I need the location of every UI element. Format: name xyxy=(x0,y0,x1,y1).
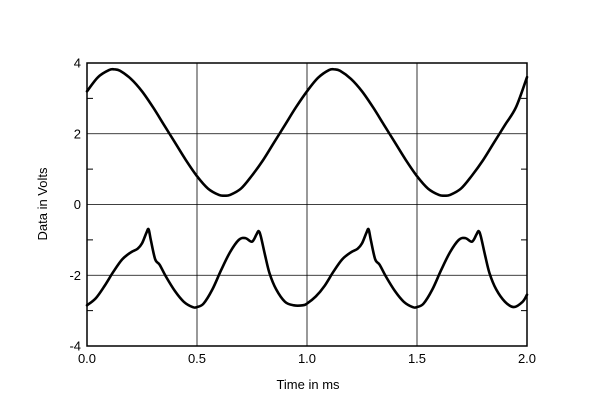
x-tick-label: 0.0 xyxy=(78,351,96,366)
y-axis-label: Data in Volts xyxy=(35,167,50,240)
grid-lines xyxy=(87,63,527,346)
series-line-2 xyxy=(85,227,529,309)
y-tick-label: 4 xyxy=(74,56,81,71)
x-tick-label: 2.0 xyxy=(518,351,536,366)
series-line-1 xyxy=(85,67,529,198)
y-tick-label: 2 xyxy=(74,126,81,141)
y-tick-label: -4 xyxy=(69,339,81,354)
x-tick-label: 1.0 xyxy=(298,351,316,366)
plot-frame xyxy=(86,62,528,347)
x-axis-label: Time in ms xyxy=(276,377,340,392)
x-tick-label: 0.5 xyxy=(188,351,206,366)
axis-ticks xyxy=(87,97,527,312)
y-tick-label: -2 xyxy=(69,268,81,283)
y-tick-label: 0 xyxy=(74,197,81,212)
x-tick-label: 1.5 xyxy=(408,351,426,366)
series-lines xyxy=(85,67,529,309)
tick-labels: 0.0 0.5 1.0 1.5 2.0 -4 -2 0 2 4 xyxy=(69,56,536,367)
